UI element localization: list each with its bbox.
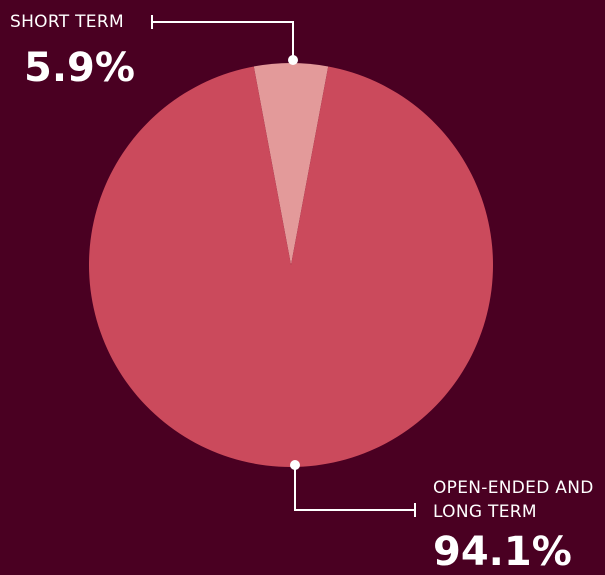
connectors bbox=[151, 15, 416, 517]
connector bbox=[294, 465, 415, 511]
pie-slice bbox=[253, 63, 329, 266]
pie bbox=[88, 63, 494, 467]
connector-dot bbox=[290, 460, 300, 470]
value-label: 5.9% bbox=[24, 45, 135, 91]
slice-label: SHORT TERM bbox=[10, 12, 124, 32]
value-label: 94.1% bbox=[433, 529, 572, 575]
pie-slice bbox=[88, 66, 494, 467]
slice-label: OPEN-ENDED AND LONG TERM bbox=[433, 478, 594, 522]
connector-dot bbox=[288, 55, 298, 65]
connector bbox=[152, 21, 294, 60]
